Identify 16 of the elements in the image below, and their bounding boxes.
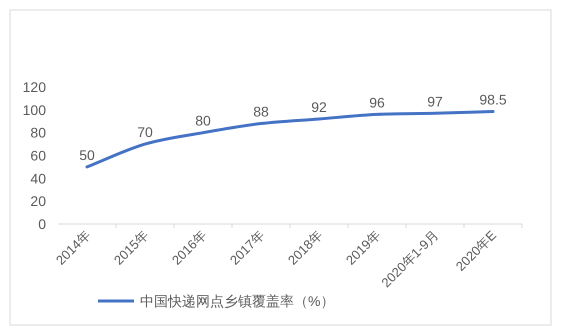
data-label: 98.5: [479, 92, 507, 108]
data-label: 96: [369, 94, 385, 110]
y-tick-label: 120: [22, 79, 46, 95]
data-label: 92: [311, 98, 327, 115]
y-tick-label: 100: [22, 102, 46, 118]
legend-label: 中国快递网点乡镇覆盖率（%）: [140, 293, 334, 309]
y-tick-label: 80: [30, 124, 46, 141]
data-label: 97: [427, 93, 443, 110]
data-label: 50: [79, 146, 95, 163]
data-label: 70: [137, 124, 153, 140]
data-label: 88: [253, 104, 269, 120]
data-label: 80: [195, 112, 211, 129]
y-tick-label: 40: [30, 170, 46, 186]
y-tick-label: 20: [30, 193, 46, 210]
y-tick-label: 60: [30, 148, 46, 164]
y-tick-label: 0: [38, 216, 46, 232]
